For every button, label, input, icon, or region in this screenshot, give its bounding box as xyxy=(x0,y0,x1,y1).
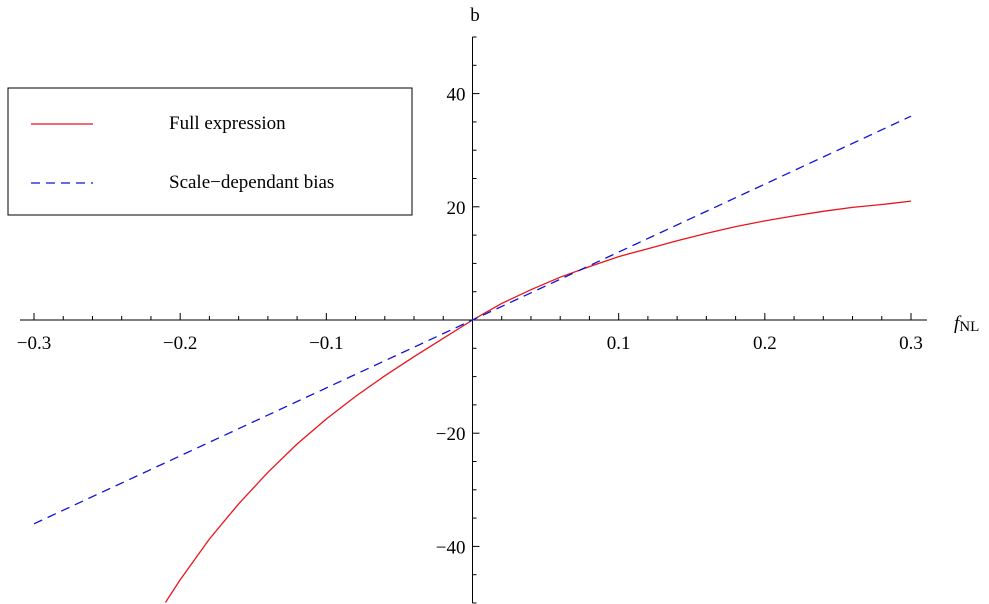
y-tick-label: 20 xyxy=(447,198,466,219)
y-tick-label: −40 xyxy=(436,537,466,558)
y-axis-label: b xyxy=(470,5,480,26)
legend-box xyxy=(7,87,413,216)
ticks xyxy=(33,36,912,604)
x-tick-label: 0.2 xyxy=(753,333,777,354)
y-tick-label: 40 xyxy=(447,85,466,106)
legend: Full expression Scale−dependant bias xyxy=(7,87,413,216)
series-group xyxy=(33,115,912,603)
series-line-full-expression xyxy=(164,200,912,603)
legend-label-scale-dependant-bias: Scale−dependant bias xyxy=(169,172,334,193)
x-tick-label: 0.1 xyxy=(607,333,631,354)
x-tick-label: −0.2 xyxy=(163,333,197,354)
x-tick-label: 0.3 xyxy=(899,333,923,354)
x-axis-label-sub: NL xyxy=(959,319,979,335)
tick-labels: −0.3 −0.2 −0.1 0.1 0.2 0.3 −40 −20 20 40 xyxy=(17,85,923,559)
legend-label-full-expression: Full expression xyxy=(169,113,286,134)
x-tick-label: −0.1 xyxy=(309,333,343,354)
y-tick-label: −20 xyxy=(436,424,466,445)
x-axis-label: fNL xyxy=(954,313,979,335)
series-line-scale-dependant-bias xyxy=(33,115,912,525)
x-axis-label-main: f xyxy=(954,313,962,334)
x-tick-label: −0.3 xyxy=(17,333,51,354)
